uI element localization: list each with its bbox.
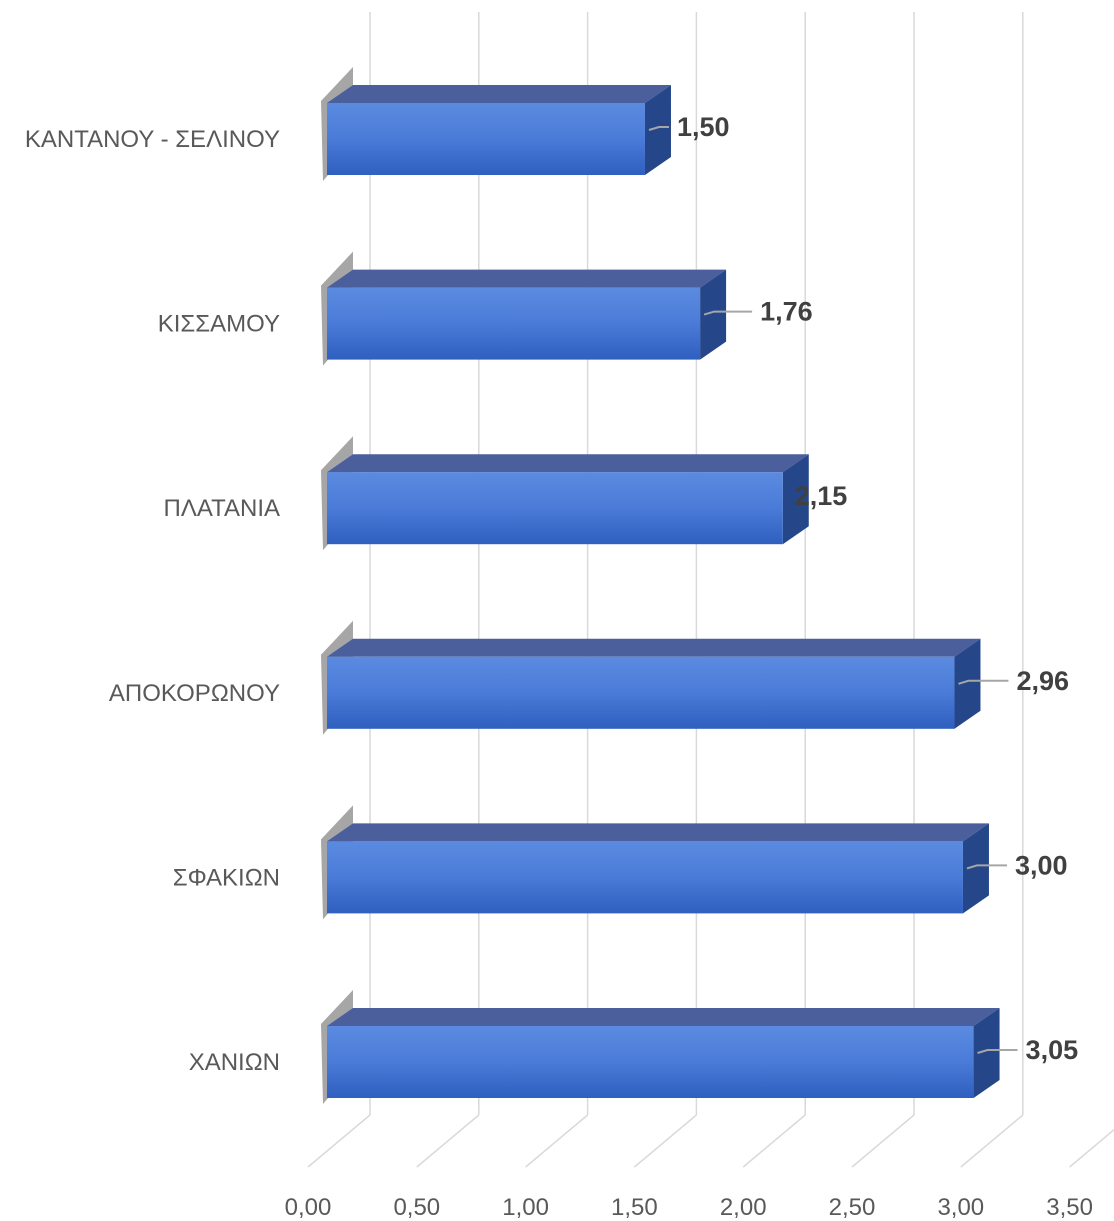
x-tick-label: 2,50: [829, 1194, 876, 1221]
gridlines: [307, 12, 1114, 1168]
category-label: ΑΠΟΚΟΡΩΝΟΥ: [109, 680, 280, 707]
category-label: ΚΑΝΤΑΝΟΥ - ΣΕΛΙΝΟΥ: [25, 126, 280, 153]
gridline-floor: [851, 1114, 915, 1168]
bar-front-face: [327, 472, 783, 545]
data-labels: 1,50 1,76 2,15 2,96 3,00 3,05: [648, 112, 1079, 1065]
data-label-leader: [977, 1049, 1018, 1054]
category-label: ΚΙΣΣΑΜΟΥ: [158, 311, 280, 338]
category-label: ΧΑΝΙΩΝ: [189, 1049, 280, 1076]
x-tick-label: 3,00: [937, 1194, 984, 1221]
x-tick-label: 0,50: [393, 1194, 440, 1221]
gridline-floor: [633, 1114, 697, 1168]
gridline-floor: [525, 1114, 589, 1168]
data-label-leader: [703, 310, 753, 316]
category-labels: ΚΑΝΤΑΝΟΥ - ΣΕΛΙΝΟΥ ΚΙΣΣΑΜΟΥ ΠΛΑΤΑΝΙΑ ΑΠΟΚΟΡ…: [25, 126, 280, 1076]
bar-top-face: [327, 269, 727, 288]
bar-side-face: [700, 269, 727, 360]
data-label: 2,15: [795, 481, 848, 511]
bars: [321, 67, 1000, 1104]
bar: [321, 805, 989, 920]
data-label-leader: [958, 679, 1009, 685]
bar-front-face: [327, 656, 955, 729]
bar-front-face: [327, 103, 645, 175]
x-tick-label: 0,00: [285, 1194, 332, 1221]
bar-front-face: [327, 1026, 974, 1098]
bar-side-face: [954, 638, 981, 729]
data-label: 1,76: [760, 297, 813, 327]
gridline-floor: [742, 1114, 806, 1168]
x-tick-label: 1,00: [502, 1194, 549, 1221]
bar-side-face: [962, 823, 989, 914]
bar: [321, 990, 1000, 1104]
x-tick-label: 2,00: [720, 1194, 767, 1221]
bar-top-face: [327, 454, 809, 473]
bar: [321, 620, 981, 735]
data-label: 3,00: [1015, 850, 1068, 880]
x-tick-label: 1,50: [611, 1194, 658, 1221]
data-label-leader: [966, 864, 1007, 870]
bar-top-face: [327, 823, 989, 842]
gridline-floor: [960, 1114, 1024, 1168]
data-label: 2,96: [1016, 666, 1069, 696]
bar-front-face: [327, 841, 963, 914]
x-axis-tick-labels: 0,00 0,50 1,00 1,50 2,00 2,50 3,00 3,50: [285, 1194, 1093, 1221]
bar-side-face: [644, 85, 671, 175]
bar-front-face: [327, 287, 701, 360]
bar: [321, 436, 809, 551]
category-label: ΠΛΑΤΑΝΙΑ: [164, 495, 280, 522]
bar: [321, 67, 671, 181]
category-label: ΣΦΑΚΙΩΝ: [173, 864, 280, 891]
gridline-floor: [307, 1114, 371, 1168]
bar-top-face: [327, 85, 671, 103]
x-tick-label: 3,50: [1046, 1194, 1093, 1221]
data-label: 1,50: [677, 112, 730, 142]
gridline-floor: [1069, 1128, 1114, 1168]
data-label: 3,05: [1026, 1035, 1079, 1065]
bar-side-face: [782, 454, 809, 545]
bar: [321, 251, 727, 366]
data-label-leader: [648, 126, 669, 131]
bar-top-face: [327, 638, 981, 657]
bar-side-face: [973, 1008, 1000, 1098]
gridline-floor: [416, 1114, 480, 1168]
bar-top-face: [327, 1008, 1000, 1026]
